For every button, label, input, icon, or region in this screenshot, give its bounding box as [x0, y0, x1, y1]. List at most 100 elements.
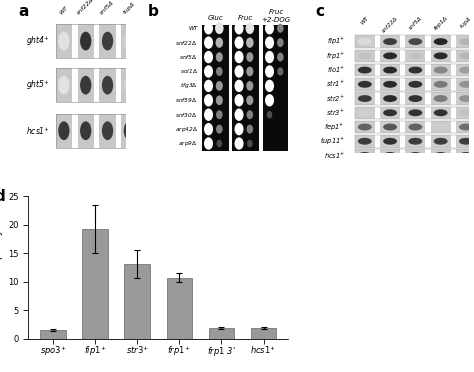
Ellipse shape [204, 109, 213, 121]
Ellipse shape [383, 109, 397, 116]
Ellipse shape [409, 109, 422, 116]
Ellipse shape [409, 138, 422, 145]
Ellipse shape [358, 138, 372, 145]
Bar [380, 78, 400, 90]
Bar [431, 92, 451, 105]
Text: str1$^{+}$: str1$^{+}$ [326, 79, 345, 90]
Ellipse shape [204, 94, 213, 106]
Bar [380, 135, 400, 148]
Ellipse shape [383, 52, 397, 59]
Ellipse shape [235, 65, 244, 78]
Bar [431, 64, 451, 76]
Text: b: b [148, 4, 159, 19]
Ellipse shape [409, 95, 422, 102]
Ellipse shape [204, 80, 213, 92]
Text: tup11$^{+}$: tup11$^{+}$ [319, 136, 345, 147]
Bar [405, 121, 425, 133]
Bar [405, 49, 425, 62]
Bar [355, 149, 474, 162]
Ellipse shape [277, 38, 283, 47]
Bar [56, 24, 72, 58]
Text: fip1$^{+}$: fip1$^{+}$ [327, 36, 345, 47]
Bar [121, 68, 137, 102]
Bar [380, 149, 400, 162]
Ellipse shape [434, 38, 447, 45]
Y-axis label: Fold occupancy: Fold occupancy [0, 230, 3, 305]
Text: ght5$^{+}$: ght5$^{+}$ [27, 78, 50, 92]
Bar [56, 68, 72, 102]
Ellipse shape [204, 123, 213, 135]
Ellipse shape [265, 36, 274, 49]
Bar [355, 78, 474, 90]
Bar [355, 106, 374, 119]
Ellipse shape [265, 94, 274, 106]
Ellipse shape [358, 124, 372, 131]
Ellipse shape [434, 67, 447, 74]
Ellipse shape [434, 152, 447, 159]
Bar [167, 278, 192, 339]
Bar [380, 92, 400, 105]
Text: snf22$\Delta$: snf22$\Delta$ [175, 39, 198, 46]
Bar [405, 35, 425, 48]
Bar [431, 149, 451, 162]
Ellipse shape [358, 52, 372, 59]
Text: arp42$\Delta$: arp42$\Delta$ [174, 125, 198, 134]
Text: hcs1$^{+}$: hcs1$^{+}$ [324, 150, 345, 161]
Ellipse shape [124, 32, 135, 51]
Text: c: c [315, 4, 324, 19]
Bar [431, 78, 451, 90]
Ellipse shape [434, 138, 447, 145]
Ellipse shape [265, 51, 274, 63]
Ellipse shape [80, 32, 91, 51]
Text: WT: WT [59, 5, 69, 15]
Bar [355, 135, 474, 148]
Ellipse shape [459, 38, 473, 45]
Ellipse shape [459, 67, 473, 74]
Text: fio1$^{+}$: fio1$^{+}$ [327, 65, 345, 75]
Text: snf59$\Delta$: snf59$\Delta$ [175, 96, 198, 104]
Bar [263, 25, 290, 151]
Ellipse shape [235, 137, 244, 150]
Ellipse shape [102, 76, 113, 94]
Bar [56, 113, 137, 148]
Text: tupΔ: tupΔ [122, 1, 137, 15]
Ellipse shape [217, 140, 222, 147]
Bar [431, 49, 451, 62]
Ellipse shape [434, 109, 447, 116]
Bar [355, 64, 474, 76]
Text: ght4$^{+}$: ght4$^{+}$ [27, 34, 50, 48]
Text: snf30$\Delta$: snf30$\Delta$ [175, 111, 198, 119]
Ellipse shape [459, 124, 473, 131]
Bar [431, 35, 451, 48]
Ellipse shape [216, 125, 223, 134]
Bar [78, 24, 94, 58]
Bar [355, 92, 374, 105]
Text: Fruc: Fruc [238, 15, 253, 21]
Ellipse shape [80, 121, 91, 140]
Ellipse shape [383, 138, 397, 145]
Bar [431, 106, 451, 119]
Ellipse shape [246, 81, 254, 91]
Ellipse shape [124, 121, 135, 140]
Ellipse shape [459, 152, 473, 159]
Ellipse shape [383, 152, 397, 159]
Bar [456, 135, 474, 148]
Bar [380, 121, 400, 133]
Ellipse shape [383, 124, 397, 131]
Bar [355, 121, 474, 133]
Ellipse shape [235, 36, 244, 49]
Ellipse shape [358, 109, 372, 116]
Bar [405, 78, 425, 90]
Ellipse shape [459, 95, 473, 102]
Ellipse shape [409, 152, 422, 159]
Bar [355, 106, 474, 119]
Bar [232, 25, 259, 151]
Ellipse shape [265, 65, 274, 78]
Bar [405, 92, 425, 105]
Text: str2$^{+}$: str2$^{+}$ [326, 93, 345, 104]
Text: str3$^{+}$: str3$^{+}$ [326, 108, 345, 118]
Ellipse shape [204, 36, 213, 49]
Ellipse shape [459, 81, 473, 88]
Bar [100, 68, 116, 102]
Ellipse shape [235, 109, 244, 121]
